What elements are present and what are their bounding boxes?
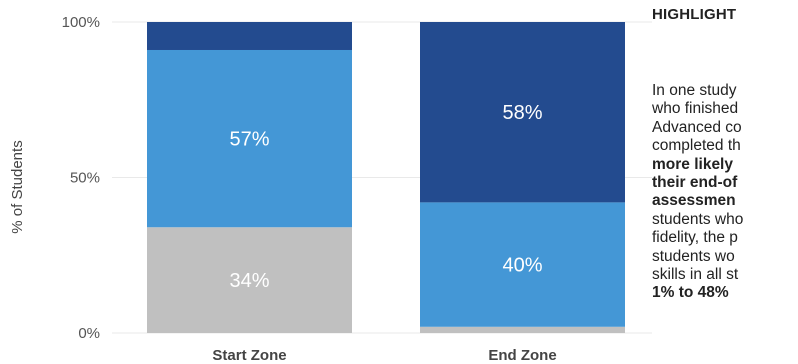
segment-label: 40% [502, 255, 542, 277]
highlight-line: their end-of [652, 174, 738, 192]
highlight-line: students who [652, 210, 744, 228]
highlight-line: In one study [652, 82, 737, 99]
segment-label: 34% [229, 270, 269, 292]
highlight-line: Advanced co [652, 118, 742, 136]
highlight-line: students wo [652, 247, 735, 265]
segment-label: 57% [229, 129, 269, 151]
segment-labels: 34% 57% 40% 58% [229, 102, 542, 292]
bar-segments [147, 22, 625, 333]
bar-segment [420, 202, 625, 327]
segment-label: 58% [502, 102, 542, 124]
bar-segment [147, 22, 352, 50]
bar-segment [147, 227, 352, 333]
highlight-title: HIGHLIGHT [652, 6, 737, 23]
highlight-line: 1% to 48% [652, 284, 729, 302]
highlight-panel: HIGHLIGHT In one study who finished Advanc… [652, 0, 798, 364]
bar-segment [420, 326, 625, 333]
stacked-bar-chart: 34% 57% 40% 58% 0% 50% 100% Start Zone End Zon… [9, 14, 652, 364]
highlight-line: fidelity, the p [652, 229, 738, 247]
bar-segment [147, 49, 352, 228]
y-tick-label: 100% [62, 14, 100, 31]
y-tick-labels: 0% 50% 100% [62, 14, 100, 342]
x-tick-label: Start Zone [212, 347, 286, 364]
x-tick-labels: Start Zone End Zone [212, 347, 556, 364]
y-tick-label: 0% [78, 325, 100, 342]
bar-segment [420, 22, 625, 203]
y-tick-label: 50% [70, 170, 100, 187]
highlight-line: who finished [652, 100, 739, 118]
highlight-body: In one study who finished Advanced co compl… [652, 82, 798, 303]
highlight-line: completed th [652, 137, 741, 155]
highlight-line: more likely [652, 155, 733, 173]
x-tick-label: End Zone [488, 347, 556, 364]
y-axis-label: % of Students [9, 140, 26, 233]
highlight-line: skills in all st [652, 266, 739, 284]
highlight-line: assessmen [652, 192, 736, 210]
